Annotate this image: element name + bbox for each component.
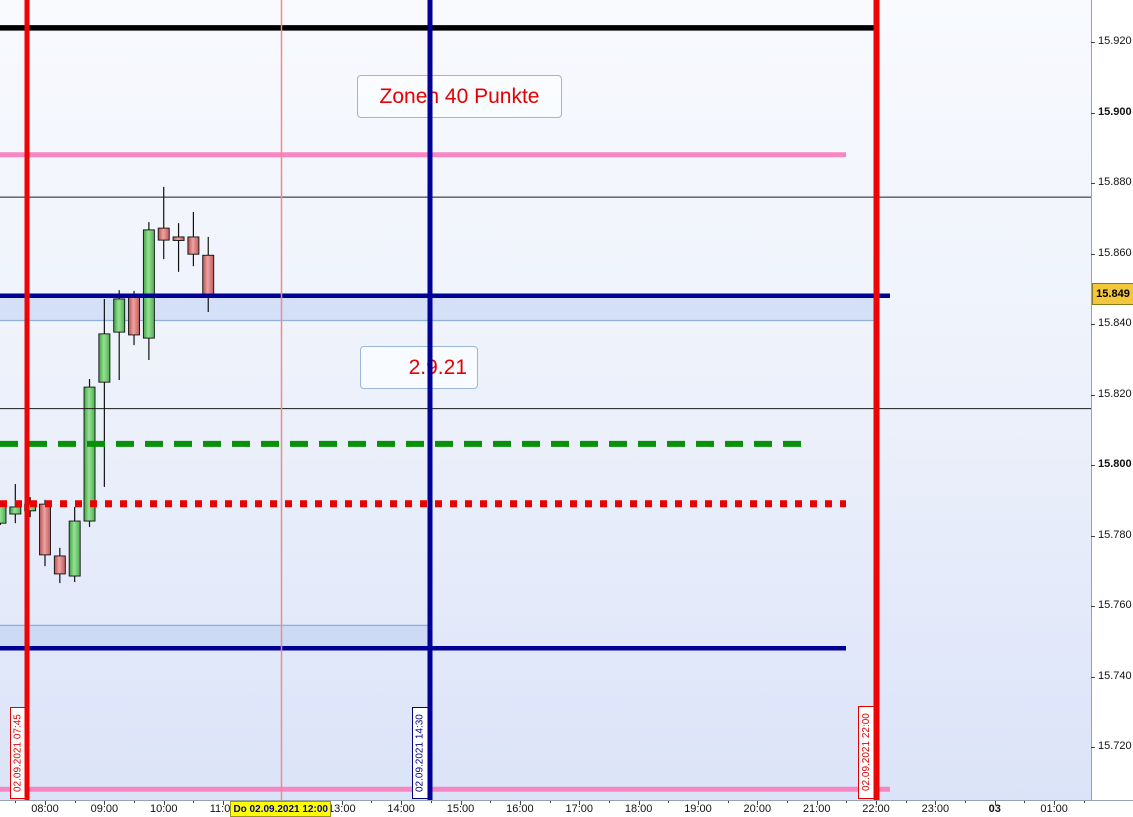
- time-tick-mark: [638, 801, 640, 805]
- price-tick-label: 15.740: [1098, 669, 1132, 682]
- time-axis[interactable]: 08:0009:0010:0011:0012:0013:0014:0015:00…: [0, 800, 1133, 817]
- price-tick-mark: [1091, 183, 1095, 184]
- time-tick-label: 09:00: [90, 803, 119, 815]
- candle-body-09:15: [113, 298, 126, 333]
- candle-body-10:00: [157, 227, 170, 241]
- time-tick-mark: [15, 801, 17, 803]
- price-tick-label: 15.880: [1098, 176, 1132, 188]
- time-tick-label: 01:00: [1040, 803, 1068, 815]
- time-tick-mark: [935, 801, 937, 805]
- price-tick-mark: [1091, 112, 1095, 114]
- time-tick-mark: [193, 801, 195, 803]
- time-tick-mark: [490, 801, 492, 803]
- time-tick-label: 13:00: [328, 803, 356, 815]
- price-tick-mark: [1091, 535, 1095, 537]
- price-tick-mark: [1091, 42, 1095, 43]
- chart-plot-area[interactable]: Zonen 40 Punkte 2.9.21 02.09.2021 07:45 …: [0, 0, 1092, 800]
- time-tick-label: 16:00: [506, 803, 534, 815]
- price-tick-label: 15.860: [1098, 246, 1132, 259]
- candle-body-08:45: [83, 386, 96, 522]
- time-tick-mark: [787, 801, 788, 803]
- time-tick-mark: [163, 801, 165, 805]
- time-tick-mark: [549, 801, 551, 803]
- time-tick-mark: [668, 801, 670, 803]
- time-tick-label: 21:00: [802, 803, 831, 815]
- crosshair-time-tag: Do 02.09.2021 12:00: [230, 801, 331, 817]
- candle-body-09:45: [142, 229, 155, 339]
- price-tick-mark: [1091, 394, 1095, 396]
- price-tick-mark: [1091, 324, 1095, 325]
- current-price-tag: 15.849: [1092, 283, 1133, 306]
- time-tick-mark: [134, 801, 136, 803]
- time-tick-mark: [816, 801, 818, 805]
- vertical-lines-layer: [24, 0, 880, 800]
- time-tick-mark: [104, 801, 106, 805]
- price-tick-label: 15.920: [1098, 35, 1132, 47]
- time-tick-mark: [757, 801, 759, 805]
- time-tick-label: 22:00: [862, 803, 890, 815]
- candle-body-10:15: [172, 236, 185, 241]
- date-annotation-label: 2.9.21: [408, 355, 467, 379]
- time-tick-mark: [341, 801, 343, 805]
- price-tick-label: 15.780: [1098, 528, 1132, 541]
- chart-layers: [0, 25, 1091, 792]
- zones-annotation-box[interactable]: Zonen 40 Punkte: [357, 75, 562, 118]
- time-tick-mark: [905, 801, 907, 803]
- date-annotation-box[interactable]: 2.9.21: [360, 346, 478, 389]
- time-tick-label: 19:00: [684, 803, 712, 815]
- time-tick-mark: [430, 801, 432, 803]
- time-tick-mark: [697, 801, 699, 805]
- time-tick-label: 23:00: [921, 803, 950, 815]
- price-tick-label: 15.820: [1098, 387, 1132, 400]
- price-tick-mark: [1091, 465, 1095, 466]
- time-tick-label: 03: [988, 803, 1001, 815]
- time-tick-mark: [994, 801, 996, 805]
- time-tick-mark: [579, 801, 581, 805]
- time-tick-mark: [608, 801, 610, 803]
- price-tick-mark: [1091, 747, 1095, 748]
- price-tick-label: 15.720: [1098, 740, 1132, 752]
- price-tick-mark: [1091, 606, 1095, 607]
- time-tick-mark: [74, 801, 76, 803]
- time-tick-mark: [45, 801, 46, 805]
- time-tick-label: 18:00: [624, 803, 653, 815]
- time-tick-label: 14:00: [387, 803, 415, 815]
- time-tick-mark: [223, 801, 225, 805]
- price-tick-label: 15.840: [1098, 317, 1132, 329]
- time-tick-label: 11:00: [209, 803, 237, 815]
- candle-body-09:00: [98, 333, 111, 383]
- time-tick-mark: [876, 801, 878, 805]
- candle-body-08:30: [68, 520, 81, 577]
- price-axis[interactable]: 15.920 15.900 15.880 15.860 15.840 15.820 15.8…: [1091, 0, 1133, 800]
- price-tick-label: 15.900: [1098, 105, 1132, 118]
- time-tick-label: 10:00: [149, 803, 178, 815]
- time-tick-label: 15:00: [446, 803, 475, 815]
- time-tick-mark: [460, 801, 462, 805]
- price-tick-mark: [1091, 676, 1095, 678]
- zones-annotation-label: Zonen 40 Punkte: [379, 84, 540, 108]
- time-tick-mark: [371, 801, 373, 803]
- time-tick-mark: [1054, 801, 1056, 805]
- time-tick-label: 20:00: [743, 803, 772, 815]
- time-tick-label: 17:00: [565, 803, 593, 815]
- time-tick-mark: [1083, 801, 1085, 803]
- price-tick-mark: [1091, 253, 1095, 255]
- price-tick-label: 15.760: [1098, 599, 1132, 611]
- price-tick-label: 15.800: [1098, 458, 1132, 470]
- candle-body-08:15: [53, 555, 66, 575]
- time-tick-mark: [727, 801, 729, 803]
- time-tick-mark: [401, 801, 403, 805]
- candle-body-10:30: [187, 236, 200, 255]
- time-tick-mark: [1024, 801, 1026, 803]
- time-tick-mark: [965, 801, 967, 803]
- lower-zone-band[interactable]: [0, 625, 430, 649]
- time-tick-mark: [846, 801, 848, 803]
- time-tick-mark: [519, 801, 521, 805]
- time-tick-label: 08:00: [31, 803, 59, 815]
